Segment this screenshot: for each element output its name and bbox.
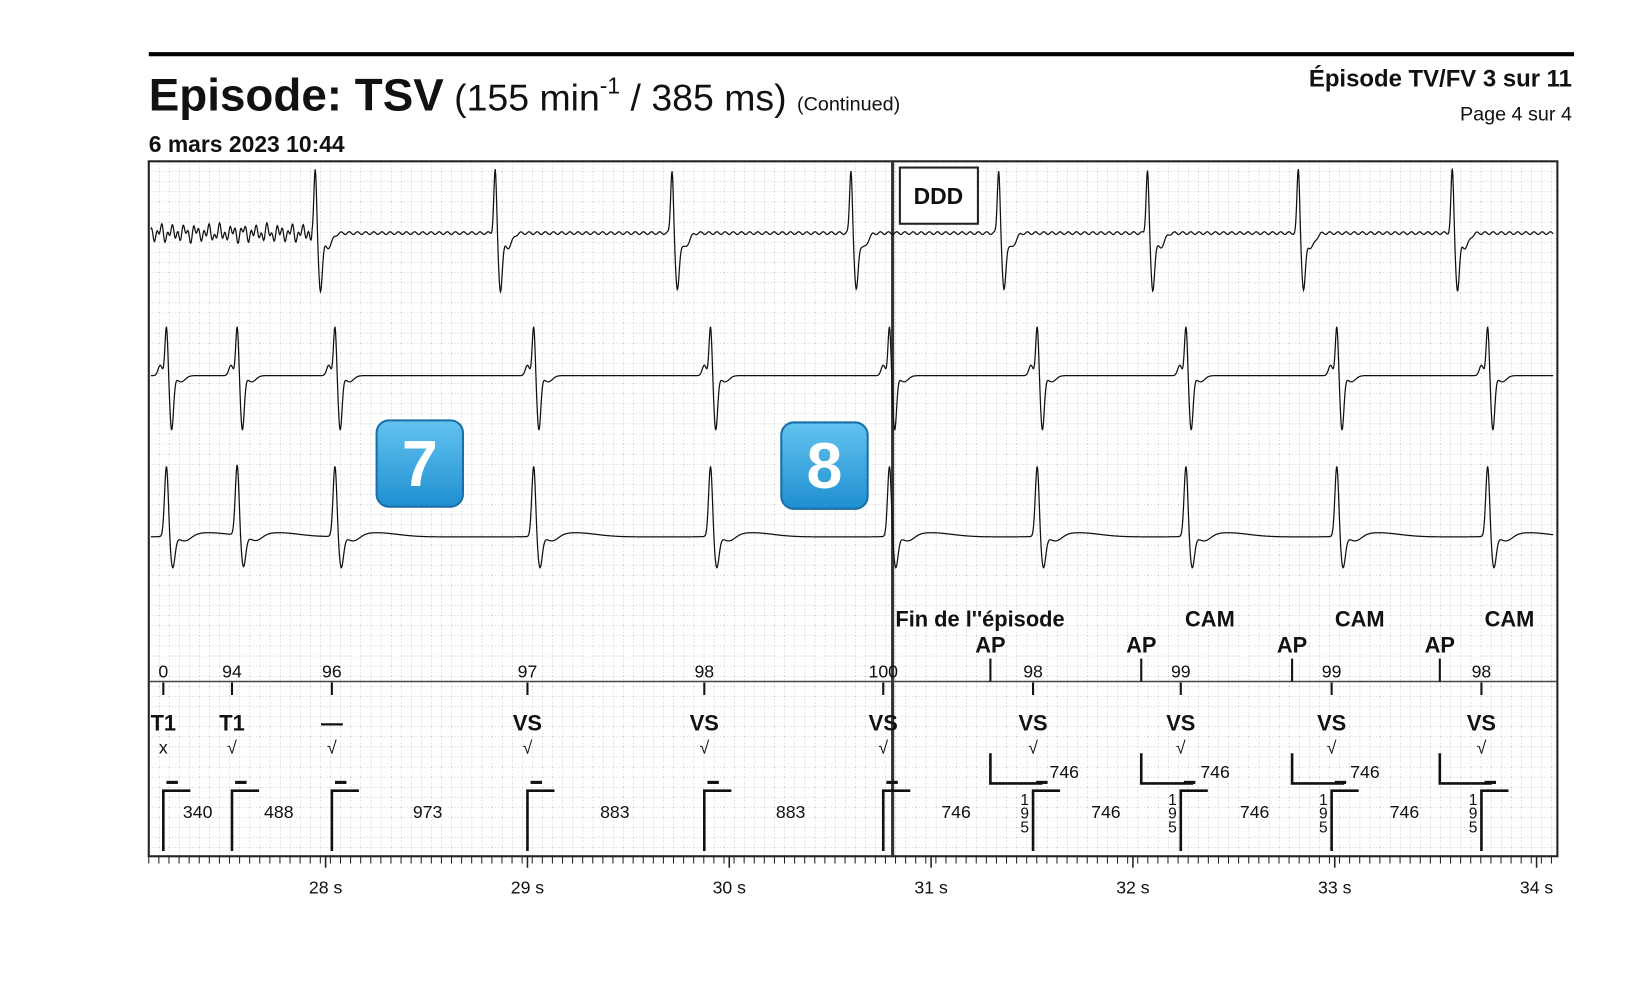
marker-label: VS (869, 710, 898, 735)
marker-count: 94 (222, 661, 242, 681)
marker-count: 98 (694, 661, 714, 681)
badge (375, 419, 464, 508)
interval-bracket (230, 789, 260, 852)
time-label: 33 s (1318, 878, 1352, 898)
cam-label: CAM (1185, 606, 1235, 631)
interval: 883 (600, 802, 630, 822)
interval-bracket (1031, 789, 1061, 852)
interval: 340 (183, 802, 213, 822)
interval-bracket (1480, 789, 1509, 852)
av-bracket (989, 753, 1043, 785)
episode-end-label: Fin de l''épisode (895, 606, 1064, 631)
episode-title: Episode: TSV (155 min-1 / 385 ms) (Continu… (149, 69, 900, 120)
atrial-pace: AP (1277, 632, 1307, 657)
time-label: 28 s (309, 878, 343, 898)
egm-traces (150, 168, 1554, 569)
time-label: 31 s (914, 878, 948, 898)
av-interval: 746 (1050, 762, 1080, 782)
badge-number: 7 (402, 428, 438, 500)
pvarp-interval: 195 (1315, 792, 1332, 834)
av-bracket (1438, 753, 1492, 785)
interval: 746 (941, 802, 971, 822)
marker-label: T1 (151, 710, 176, 735)
interval: 746 (1390, 802, 1420, 822)
pvarp-interval: 195 (1465, 792, 1482, 834)
time-label: 29 s (511, 878, 545, 898)
marker-label: VS (1018, 710, 1047, 735)
pvarp-interval: 195 (1164, 792, 1181, 834)
interval: 488 (264, 802, 294, 822)
marker-count: 99 (1322, 661, 1342, 681)
mode-box (898, 166, 979, 225)
av-bracket (1290, 753, 1345, 785)
marker-count: 97 (518, 661, 538, 681)
av-bracket (1139, 753, 1194, 785)
marker-check: √ (227, 737, 237, 757)
page-number: Page 4 sur 4 (1460, 104, 1572, 126)
episode-count: Épisode TV/FV 3 sur 11 (1309, 64, 1572, 92)
marker-count: 100 (868, 661, 898, 681)
pvarp-interval: 195 (1016, 792, 1033, 834)
time-label: 30 s (713, 878, 747, 898)
interval-bracket (162, 789, 191, 852)
av-interval: 746 (1200, 762, 1230, 782)
marker-label: VS (690, 710, 719, 735)
cam-label: CAM (1485, 606, 1535, 631)
interval: 973 (413, 802, 443, 822)
marker-check: √ (699, 737, 709, 757)
marker-label: VS (1317, 710, 1346, 735)
cam-label: CAM (1335, 606, 1385, 631)
marker-check: √ (1028, 737, 1038, 757)
interval: 746 (1240, 802, 1270, 822)
interval: 746 (1091, 802, 1121, 822)
marker-check: x (159, 737, 168, 757)
marker-check: √ (327, 737, 337, 757)
atrial-pace: AP (1126, 632, 1156, 657)
marker-count: 99 (1171, 661, 1191, 681)
egm-trace (150, 464, 1554, 569)
marker-label: T1 (219, 710, 244, 735)
marker-check: √ (1176, 737, 1186, 757)
interval-bracket (1179, 789, 1208, 852)
marker-count: 0 (158, 661, 168, 681)
marker-count: 96 (322, 661, 342, 681)
marker-check: √ (1327, 737, 1337, 757)
interval-bracket (526, 789, 555, 852)
marker-label: VS (513, 710, 542, 735)
date: 6 mars 2023 10:44 (149, 131, 345, 157)
marker-check: √ (523, 737, 533, 757)
av-interval: 746 (1350, 762, 1380, 782)
interval-bracket (881, 789, 911, 852)
marker-check: √ (878, 737, 888, 757)
time-label: 34 s (1520, 878, 1554, 898)
interval-bracket (1330, 789, 1359, 852)
marker-label: VS (1467, 710, 1496, 735)
time-label: 32 s (1116, 878, 1150, 898)
mode-label: DDD (914, 183, 964, 209)
atrial-pace: AP (1425, 632, 1455, 657)
marker-count: 98 (1023, 661, 1043, 681)
badge (780, 421, 869, 510)
egm-trace (150, 326, 1554, 431)
egm-trace (150, 168, 1554, 294)
interval-bracket (703, 789, 732, 852)
interval-bracket (330, 789, 359, 852)
marker-label: VS (1166, 710, 1195, 735)
atrial-pace: AP (975, 632, 1005, 657)
badge-number: 8 (807, 430, 843, 502)
marker-label: — (321, 710, 343, 735)
marker-count: 98 (1472, 661, 1492, 681)
marker-check: √ (1477, 737, 1487, 757)
interval: 883 (776, 802, 806, 822)
